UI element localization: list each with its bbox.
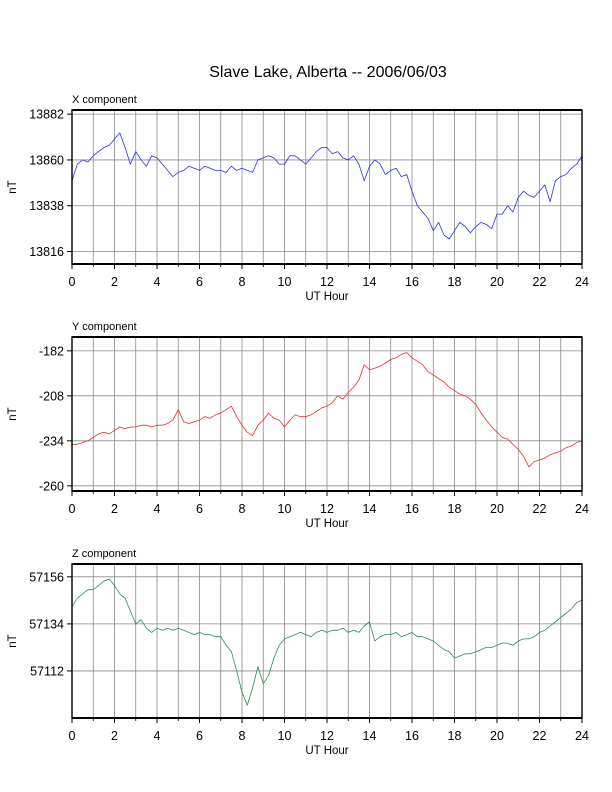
panel-title: Z component (72, 548, 136, 560)
data-series-line (71, 132, 583, 240)
x-tick-label: 10 (278, 275, 292, 289)
x-tick-label: 18 (448, 729, 462, 743)
x-tick-label: 20 (490, 275, 504, 289)
x-tick-label: 18 (448, 502, 462, 516)
x-tick-label: 0 (69, 729, 76, 743)
x-tick-label: 4 (154, 502, 161, 516)
y-tick-label: -260 (39, 479, 64, 493)
x-tick-label: 4 (154, 729, 161, 743)
x-tick-label: 10 (278, 502, 292, 516)
x-tick-label: 24 (575, 502, 589, 516)
data-series-line (71, 578, 583, 706)
x-tick-label: 16 (405, 729, 419, 743)
x-tick-label: 18 (448, 275, 462, 289)
y-tick-label: 13816 (29, 245, 64, 259)
y-axis-label: nT (7, 634, 19, 647)
y-tick-label: -208 (39, 389, 64, 403)
y-tick-label: -234 (39, 434, 64, 448)
x-tick-label: 20 (490, 502, 504, 516)
x-tick-label: 24 (575, 275, 589, 289)
y-tick-label: 57134 (29, 617, 64, 631)
x-tick-label: 14 (363, 275, 377, 289)
y-axis-label: nT (7, 407, 19, 420)
x-tick-label: 6 (196, 729, 203, 743)
y-axis-label: nT (7, 180, 19, 193)
x-tick-label: 16 (405, 275, 419, 289)
x-axis-label: UT Hour (305, 745, 348, 757)
x-tick-label: 2 (111, 502, 118, 516)
y-tick-label: 57156 (29, 570, 64, 584)
x-tick-label: 22 (533, 729, 547, 743)
x-tick-label: 8 (239, 275, 246, 289)
x-tick-label: 8 (239, 502, 246, 516)
x-tick-label: 2 (111, 729, 118, 743)
panel-title: Y component (72, 321, 137, 333)
x-tick-label: 20 (490, 729, 504, 743)
x-tick-label: 14 (363, 502, 377, 516)
panel-title: X component (72, 94, 137, 106)
x-axis-label: UT Hour (305, 518, 348, 530)
x-tick-label: 4 (154, 275, 161, 289)
x-tick-label: 12 (320, 275, 334, 289)
panel-x: 0 2 4 6 8 10 12 14 16 18 20 22 241381613838138601388… (7, 94, 589, 303)
x-tick-label: 8 (239, 729, 246, 743)
y-tick-label: -182 (39, 344, 64, 358)
x-tick-label: 12 (320, 502, 334, 516)
x-tick-label: 6 (196, 275, 203, 289)
x-tick-label: 0 (69, 275, 76, 289)
y-tick-label: 57112 (30, 664, 64, 678)
x-tick-label: 24 (575, 729, 589, 743)
y-tick-label: 13882 (29, 108, 64, 122)
chart-panels: 0 2 4 6 8 10 12 14 16 18 20 22 241381613838138601388… (7, 94, 589, 757)
x-tick-label: 12 (320, 729, 334, 743)
y-tick-label: 13860 (29, 153, 64, 167)
y-tick-label: 13838 (29, 199, 64, 213)
x-tick-label: 10 (278, 729, 292, 743)
x-tick-label: 14 (363, 729, 377, 743)
x-tick-label: 22 (533, 502, 547, 516)
x-tick-label: 0 (69, 502, 76, 516)
x-tick-label: 22 (533, 275, 547, 289)
data-series-line (72, 352, 583, 468)
x-tick-label: 16 (405, 502, 419, 516)
x-tick-label: 2 (111, 275, 118, 289)
figure-title: Slave Lake, Alberta -- 2006/06/03 (209, 64, 447, 81)
x-tick-label: 6 (196, 502, 203, 516)
x-axis-label: UT Hour (305, 291, 348, 303)
